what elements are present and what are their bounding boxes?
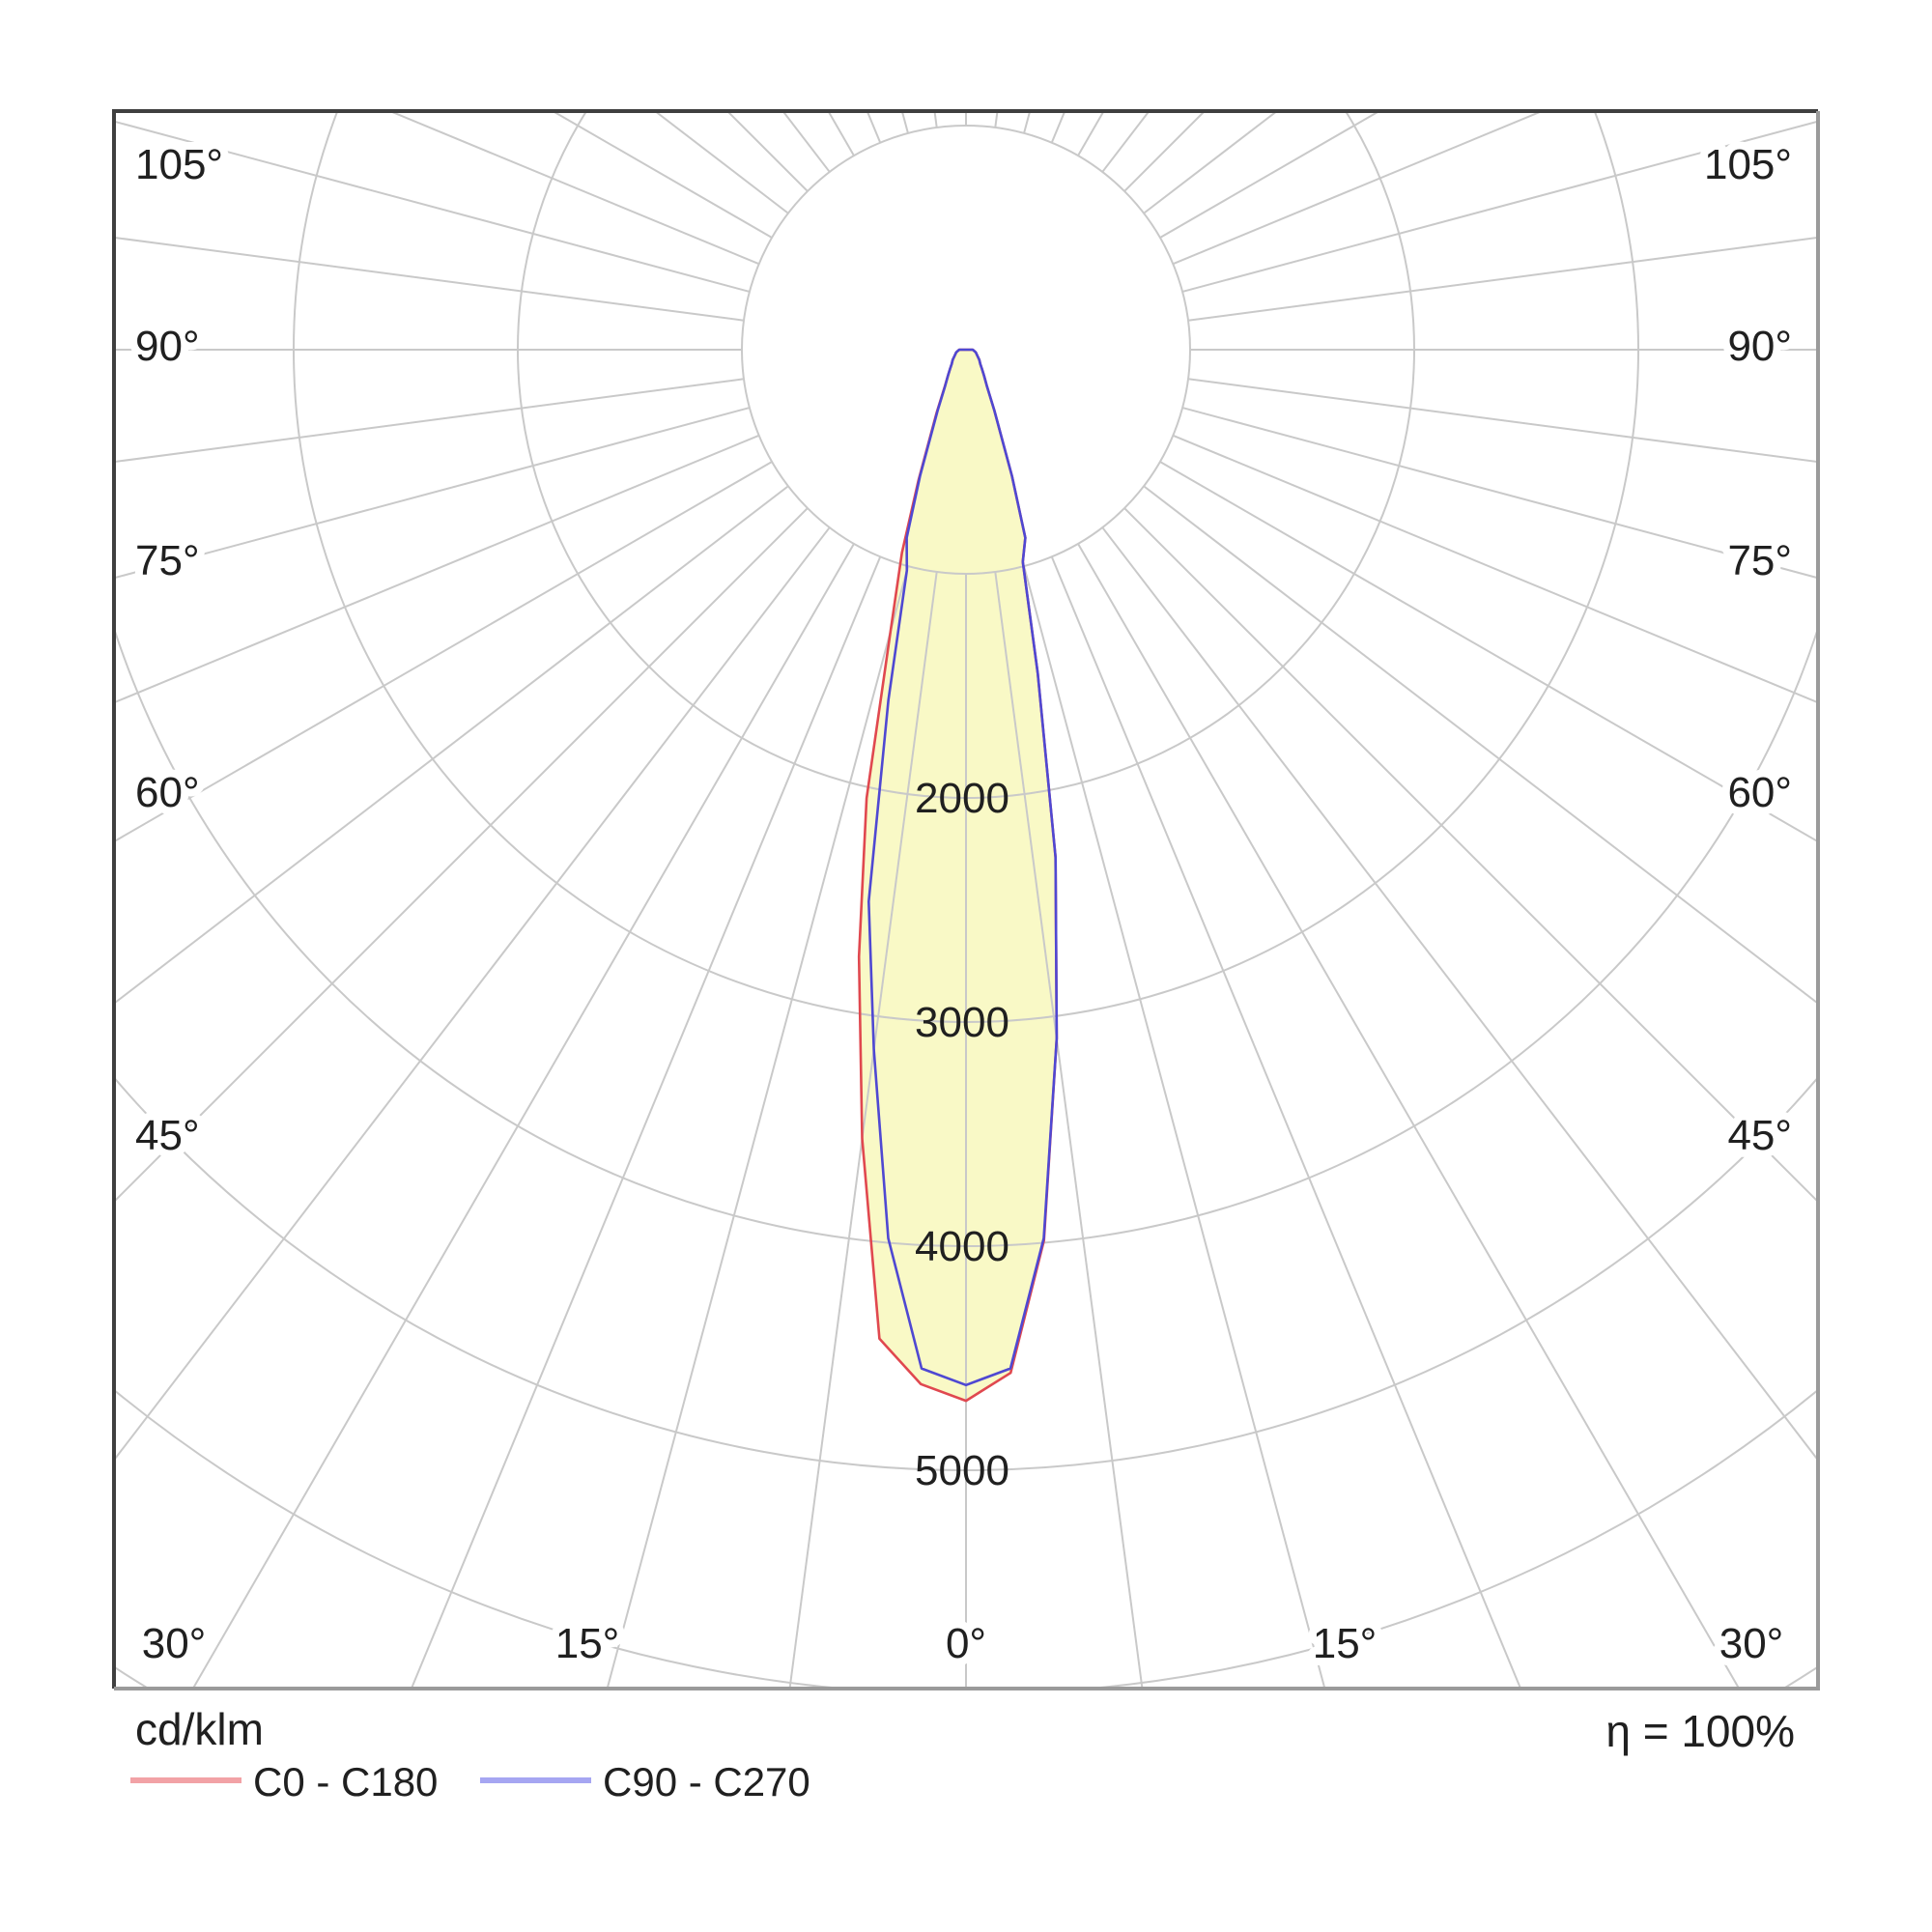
polar-grid-ray-82.5 — [1187, 378, 1818, 464]
legend-label-1: C90 - C270 — [603, 1759, 810, 1804]
polar-grid-ray-345 — [606, 565, 909, 1689]
plot-border — [112, 109, 1820, 1690]
polar-grid-ray-172.5 — [994, 111, 999, 128]
polar-grid-ray-277.5 — [114, 378, 745, 464]
labels-layer: 105° 90° 75° 60° 45° 105° 90° 75° 60° 45° 30° 15° 0°… — [128, 133, 1800, 1675]
polar-grid-ray-30 — [1077, 543, 1741, 1689]
polar-grid-ray-255 — [114, 120, 751, 293]
polar-grid-ray-300 — [114, 461, 773, 843]
polar-grid-ray-150 — [1077, 111, 1105, 156]
polar-grid-ray-15 — [1023, 565, 1326, 1689]
polar-grid-ray-247.5 — [387, 111, 760, 266]
gamma-label-right-105: 105° — [1704, 141, 1792, 188]
gamma-label-bottom-4: 30° — [1719, 1620, 1784, 1667]
polar-grid-ray-225 — [725, 111, 809, 192]
beam-fill-1 — [868, 350, 1057, 1385]
polar-grid-ray-285 — [114, 407, 751, 580]
polar-grid-ray-112.5 — [1172, 111, 1545, 266]
gamma-label-bottom-1: 15° — [555, 1620, 620, 1667]
ring-label-2000: 2000 — [915, 775, 1009, 822]
gamma-label-left-45: 45° — [135, 1112, 200, 1159]
polar-grid-ray-7.5 — [994, 571, 1144, 1689]
polar-grid-ray-322.5 — [114, 526, 831, 1463]
polar-grid-ray-202.5 — [866, 111, 882, 144]
efficiency-label: η = 100% — [1605, 1706, 1795, 1756]
curve-c90-c270 — [867, 348, 1059, 1387]
gamma-label-right-45: 45° — [1727, 1112, 1792, 1159]
plot-border-topleft — [112, 109, 1818, 1689]
polar-grid-ray-127.5 — [1143, 111, 1279, 214]
gamma-label-bottom-0: 30° — [142, 1620, 207, 1667]
polar-grid-ray-67.5 — [1172, 434, 1818, 704]
gamma-label-left-90: 90° — [135, 323, 200, 370]
polar-grid-ray-195 — [900, 111, 909, 134]
polar-grid-ray-135 — [1123, 111, 1207, 192]
gamma-label-bottom-3: 15° — [1313, 1620, 1378, 1667]
gamma-label-left-60: 60° — [135, 769, 200, 816]
plot-border-bottomright — [114, 111, 1820, 1690]
polar-grid-ray-157.5 — [1050, 111, 1066, 144]
polar-grid-ray-165 — [1023, 111, 1032, 134]
polar-grid-ray-97.5 — [1187, 236, 1818, 322]
legend-label-0: C0 - C180 — [253, 1759, 438, 1804]
beam-fill-layer — [859, 350, 1057, 1402]
polar-grid-ray-187.5 — [933, 111, 938, 128]
gamma-label-right-75: 75° — [1727, 537, 1792, 584]
ring-label-5000: 5000 — [915, 1447, 1009, 1494]
polar-grid-ray-142.5 — [1101, 111, 1151, 173]
gamma-label-right-60: 60° — [1727, 769, 1792, 816]
ring-label-3000: 3000 — [915, 999, 1009, 1046]
gamma-label-left-105: 105° — [135, 141, 223, 188]
polar-grid-ray-330 — [191, 543, 855, 1689]
ring-label-4000: 4000 — [915, 1223, 1009, 1270]
polar-grid-ray-75 — [1181, 407, 1818, 580]
polar-grid-ray-315 — [114, 507, 809, 1204]
gamma-label-left-75: 75° — [135, 537, 200, 584]
gamma-label-right-90: 90° — [1727, 323, 1792, 370]
polar-grid-ray-217.5 — [781, 111, 831, 173]
polar-grid-ray-52.5 — [1143, 485, 1818, 1006]
polar-grid-ray-352.5 — [788, 571, 938, 1689]
polar-grid-ray-262.5 — [114, 236, 745, 322]
polar-grid-ray-337.5 — [410, 555, 882, 1689]
polar-grid-ray-37.5 — [1101, 526, 1818, 1463]
polar-grid-ray-105 — [1181, 120, 1818, 293]
polar-grid-ray-307.5 — [114, 485, 789, 1006]
polar-grid-ray-60 — [1159, 461, 1818, 843]
polar-grid-ray-292.5 — [114, 434, 760, 704]
curves-layer — [857, 348, 1059, 1403]
legend: C0 - C180 C90 - C270 — [130, 1759, 810, 1804]
gamma-label-bottom-2: 0° — [946, 1620, 986, 1667]
polar-grid-ray-210 — [827, 111, 855, 156]
polar-grid-ray-22.5 — [1050, 555, 1522, 1689]
polar-grid-ray-232.5 — [653, 111, 789, 214]
radial-unit-label: cd/klm — [135, 1704, 264, 1754]
polar-grid-ray-45 — [1123, 507, 1818, 1204]
